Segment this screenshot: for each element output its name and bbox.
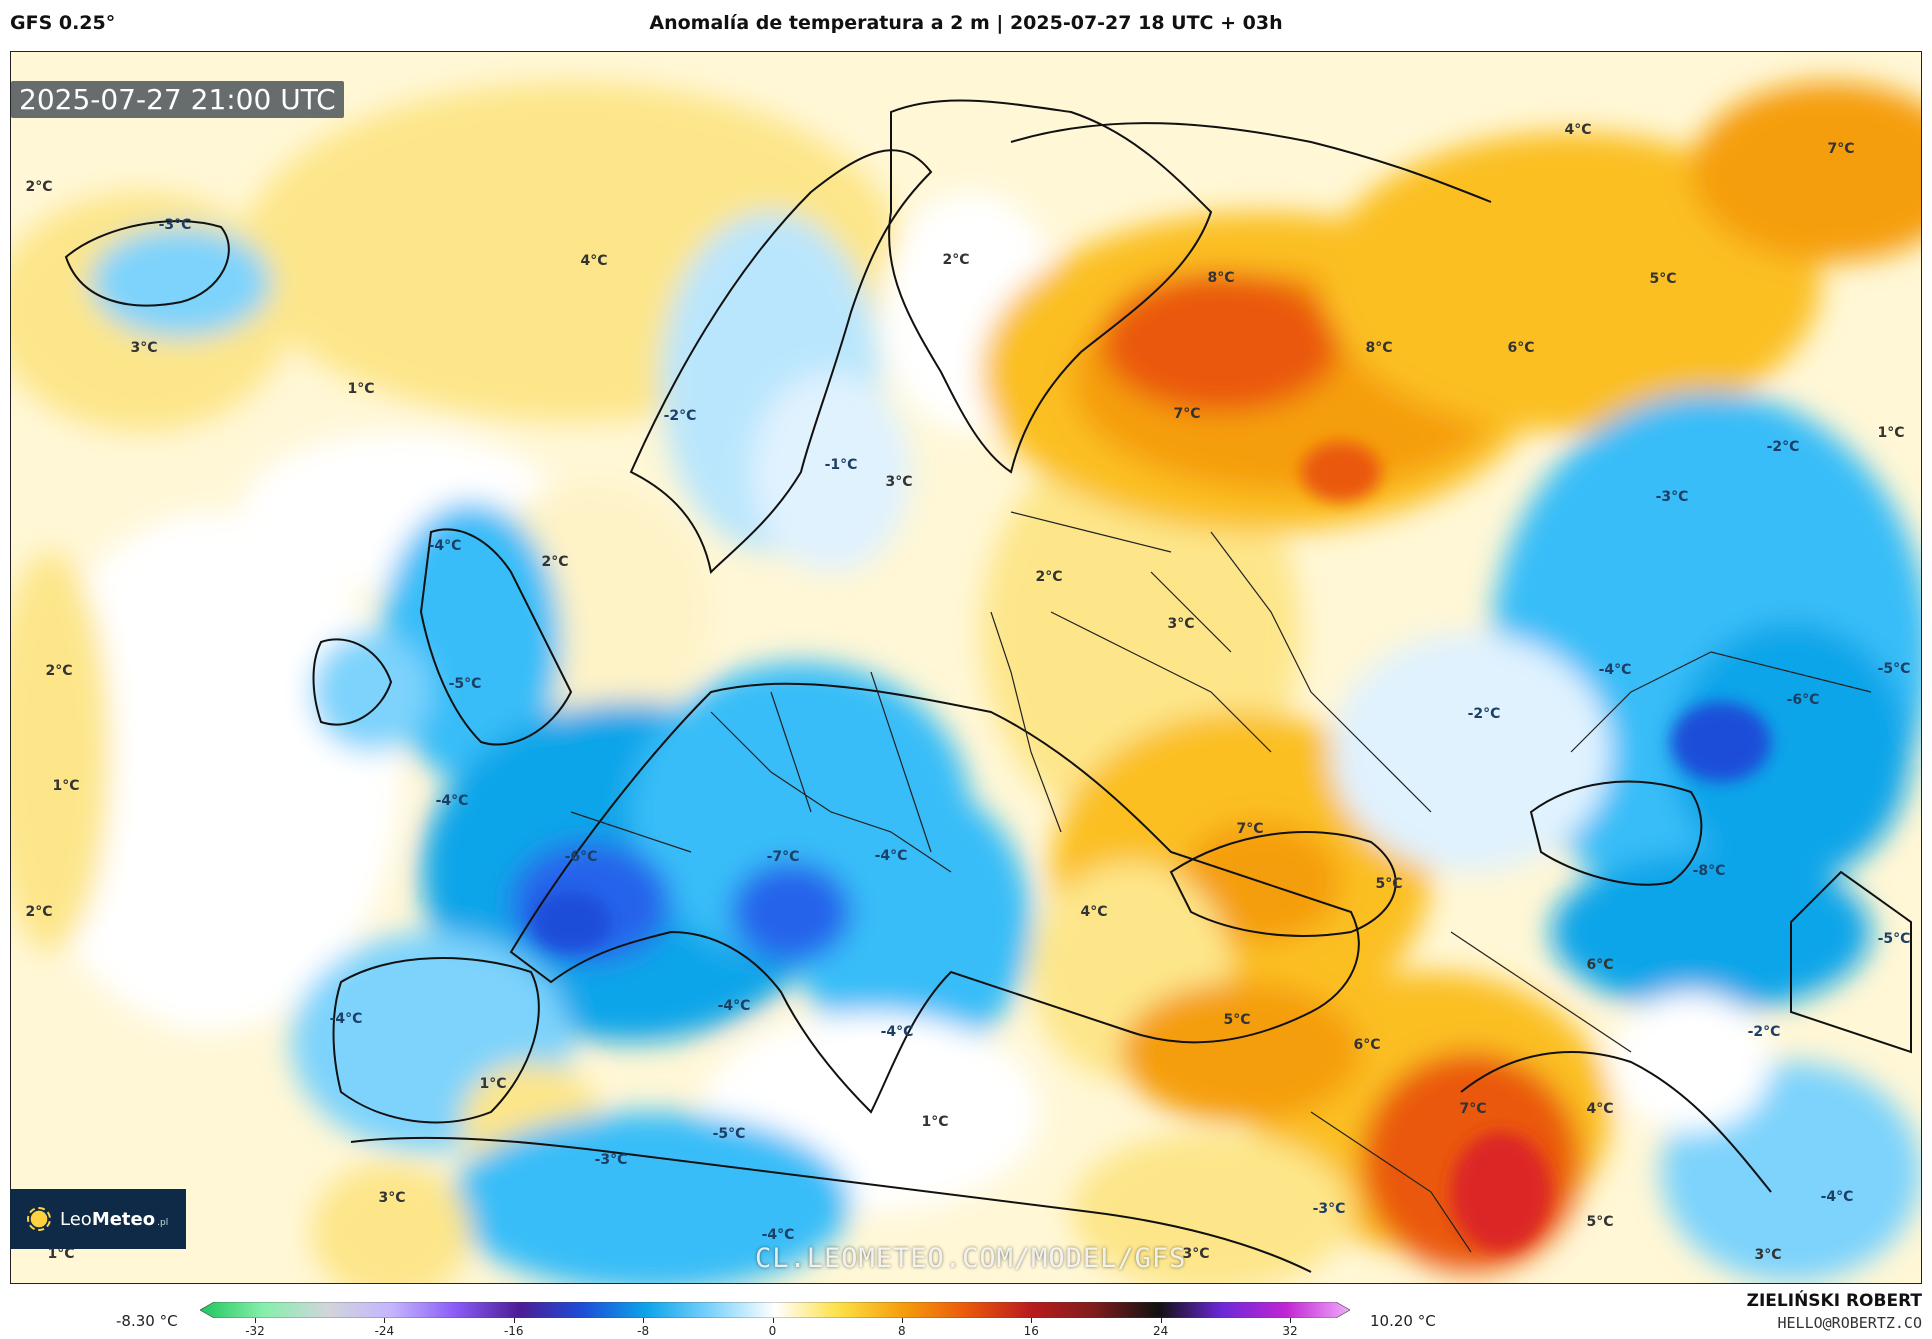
colorbar-tick-mark bbox=[643, 1318, 645, 1323]
colorbar-tick-label: -24 bbox=[374, 1324, 395, 1338]
anomaly-label: 5°C bbox=[1586, 1214, 1614, 1230]
anomaly-label: 3°C bbox=[1167, 616, 1195, 632]
colorbar-tick-label: 8 bbox=[898, 1324, 906, 1338]
anomaly-label: 5°C bbox=[1223, 1012, 1251, 1028]
anomaly-label: 2°C bbox=[45, 663, 73, 679]
anomaly-label: 4°C bbox=[580, 253, 608, 269]
source-watermark: CL.LEOMETEO.COM/MODEL/GFS bbox=[755, 1243, 1187, 1274]
anomaly-label: 8°C bbox=[1365, 340, 1393, 356]
colorbar-tick-mark bbox=[1031, 1318, 1033, 1323]
colorbar-gradient bbox=[200, 1302, 1350, 1318]
anomaly-label: -3°C bbox=[594, 1152, 628, 1168]
map-title: Anomalía de temperatura a 2 m | 2025-07-… bbox=[649, 12, 1283, 34]
anomaly-label: 1°C bbox=[52, 778, 80, 794]
anomaly-label: -5°C bbox=[1877, 661, 1911, 677]
anomaly-detail bbox=[531, 442, 1771, 1252]
anomaly-label: 2°C bbox=[1035, 569, 1063, 585]
anomaly-label: -4°C bbox=[435, 793, 469, 809]
anomaly-label: 2°C bbox=[25, 904, 53, 920]
anomaly-label: -4°C bbox=[761, 1227, 795, 1243]
anomaly-label: -3°C bbox=[1312, 1201, 1346, 1217]
map-canvas bbox=[11, 52, 1921, 1283]
logo-text: LeoMeteo .pl bbox=[60, 1208, 169, 1230]
anomaly-label: -4°C bbox=[329, 1011, 363, 1027]
leometeo-logo[interactable]: LeoMeteo .pl bbox=[10, 1189, 186, 1249]
anomaly-label: 7°C bbox=[1827, 141, 1855, 157]
anomaly-label: -2°C bbox=[1766, 439, 1800, 455]
anomaly-label: 3°C bbox=[1182, 1246, 1210, 1262]
author-name: ZIELIŃSKI ROBERT bbox=[1746, 1291, 1922, 1311]
anomaly-label: 7°C bbox=[1236, 821, 1264, 837]
anomaly-label: 1°C bbox=[921, 1114, 949, 1130]
colorbar-tick-mark bbox=[384, 1318, 386, 1323]
colorbar bbox=[200, 1302, 1350, 1318]
country-borders bbox=[570, 511, 1872, 1253]
anomaly-label: -6°C bbox=[564, 849, 598, 865]
anomaly-label: -4°C bbox=[428, 538, 462, 554]
anomaly-label: -6°C bbox=[1786, 692, 1820, 708]
colorbar-tick-mark bbox=[772, 1318, 774, 1323]
anomaly-label: 5°C bbox=[1649, 271, 1677, 287]
colorbar-tick-mark bbox=[513, 1318, 515, 1323]
anomaly-label: 4°C bbox=[1080, 904, 1108, 920]
anomaly-field bbox=[11, 82, 1921, 1283]
anomaly-label: 3°C bbox=[130, 340, 158, 356]
author-email[interactable]: HELLO@ROBERTZ.CO bbox=[1777, 1314, 1923, 1332]
anomaly-label: 8°C bbox=[1207, 270, 1235, 286]
anomaly-label: -3°C bbox=[1655, 489, 1689, 505]
anomaly-label: 5°C bbox=[1375, 876, 1403, 892]
anomaly-label: 1°C bbox=[47, 1246, 75, 1262]
anomaly-label: -2°C bbox=[663, 408, 697, 424]
anomaly-label: -5°C bbox=[712, 1126, 746, 1142]
anomaly-label: 3°C bbox=[378, 1190, 406, 1206]
anomaly-label: -2°C bbox=[1467, 706, 1501, 722]
anomaly-label: 1°C bbox=[347, 381, 375, 397]
anomaly-label: 7°C bbox=[1459, 1101, 1487, 1117]
anomaly-label: -4°C bbox=[1820, 1189, 1854, 1205]
anomaly-label: 4°C bbox=[1564, 122, 1592, 138]
colorbar-tick-label: -16 bbox=[503, 1324, 524, 1338]
sun-icon bbox=[24, 1204, 54, 1234]
colorbar-tick-label: 0 bbox=[768, 1324, 777, 1338]
coastlines bbox=[64, 99, 1912, 1273]
colorbar-tick-mark bbox=[1160, 1318, 1162, 1323]
colorbar-min-label: -8.30 °C bbox=[116, 1312, 178, 1330]
anomaly-label: 7°C bbox=[1173, 406, 1201, 422]
anomaly-label: 6°C bbox=[1353, 1037, 1381, 1053]
colorbar-tick-mark bbox=[255, 1318, 256, 1323]
anomaly-label: -2°C bbox=[1747, 1024, 1781, 1040]
anomaly-label: -4°C bbox=[1598, 662, 1632, 678]
anomaly-label: -3°C bbox=[158, 217, 192, 233]
colorbar-tick-mark bbox=[901, 1318, 903, 1323]
anomaly-label: -5°C bbox=[448, 676, 482, 692]
anomaly-label: 6°C bbox=[1586, 957, 1614, 973]
colorbar-tick-label: 16 bbox=[1023, 1324, 1039, 1338]
colorbar-tick-label: -8 bbox=[637, 1324, 650, 1338]
anomaly-label: 1°C bbox=[479, 1076, 507, 1092]
timestamp-badge: 2025-07-27 21:00 UTC bbox=[11, 81, 344, 118]
colorbar-tick-mark bbox=[1290, 1318, 1291, 1323]
anomaly-label: 1°C bbox=[1877, 425, 1905, 441]
colorbar-tick-label: -32 bbox=[245, 1324, 265, 1338]
anomaly-label: -4°C bbox=[874, 848, 908, 864]
anomaly-label: -5°C bbox=[1877, 931, 1911, 947]
anomaly-label: 3°C bbox=[885, 474, 913, 490]
anomaly-label: -4°C bbox=[717, 998, 751, 1014]
colorbar-tick-label: 32 bbox=[1282, 1324, 1298, 1338]
anomaly-label: -4°C bbox=[880, 1024, 914, 1040]
anomaly-label: 4°C bbox=[1586, 1101, 1614, 1117]
anomaly-label: -8°C bbox=[1692, 863, 1726, 879]
anomaly-label: 2°C bbox=[25, 179, 53, 195]
model-name: GFS 0.25° bbox=[10, 12, 116, 34]
anomaly-label: 3°C bbox=[1754, 1247, 1782, 1263]
anomaly-label: -1°C bbox=[824, 457, 858, 473]
temperature-anomaly-map[interactable]: 2025-07-27 21:00 UTC 2°C 4°C 2°C 3°C 1°C… bbox=[10, 51, 1922, 1284]
colorbar-tick-label: 24 bbox=[1152, 1324, 1169, 1338]
anomaly-label: 6°C bbox=[1507, 340, 1535, 356]
anomaly-label: 2°C bbox=[942, 252, 970, 268]
colorbar-max-label: 10.20 °C bbox=[1370, 1312, 1436, 1330]
anomaly-label: 2°C bbox=[541, 554, 569, 570]
anomaly-label: -7°C bbox=[766, 849, 800, 865]
